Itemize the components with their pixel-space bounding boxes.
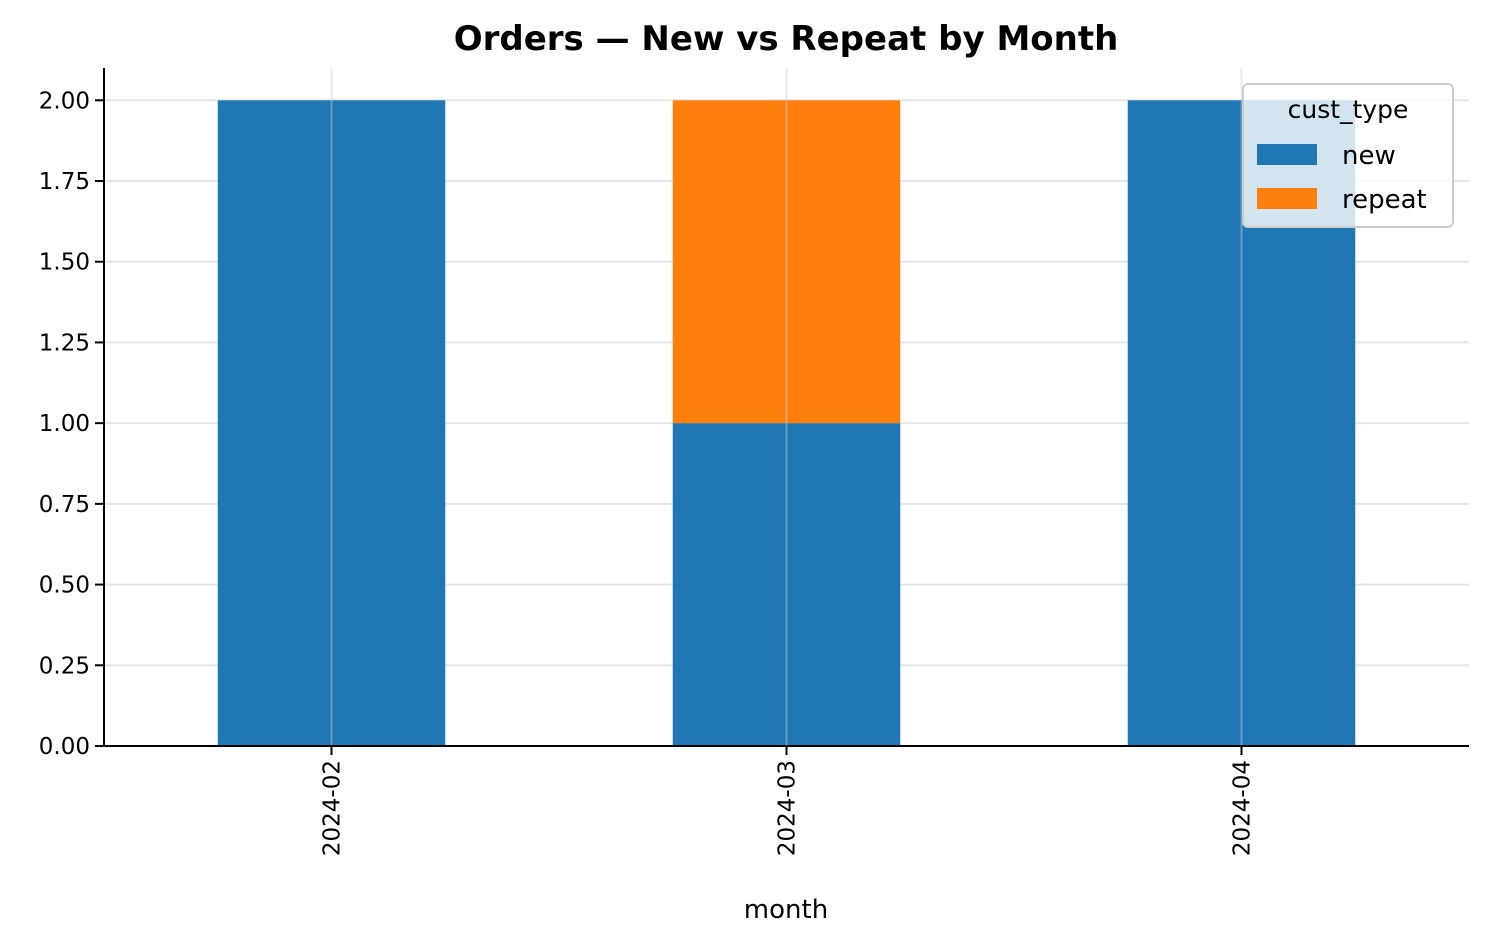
y-tick-label: 2.00 [39, 88, 90, 114]
y-tick-label: 0.75 [39, 492, 90, 518]
vertical-grid-lines [330, 68, 1243, 746]
x-tick-label: 2024-03 [775, 760, 801, 856]
bar-new-2024-02 [217, 100, 446, 747]
legend-label-repeat: repeat [1342, 185, 1427, 215]
legend-title: cust_type [1288, 95, 1409, 124]
x-tick-label: 2024-04 [1230, 760, 1256, 856]
y-tick-label: 1.25 [39, 330, 90, 356]
y-tick-label: 1.75 [39, 169, 90, 195]
bar-new-2024-03 [672, 423, 901, 746]
y-ticks: 0.00 0.25 0.50 0.75 1.00 1.25 1.50 1.75 2.00 [39, 88, 104, 760]
y-tick-label: 1.00 [39, 411, 90, 437]
bar-repeat-2024-03 [672, 100, 901, 424]
chart-title: Orders — New vs Repeat by Month [454, 19, 1119, 59]
x-axis-label: month [744, 895, 828, 925]
y-tick-label: 0.50 [39, 573, 90, 599]
x-tick-label: 2024-02 [320, 760, 346, 856]
legend-label-new: new [1342, 141, 1396, 171]
x-ticks: 2024-02 2024-03 2024-04 [320, 746, 1256, 856]
legend-swatch-new [1257, 144, 1317, 165]
y-tick-label: 0.00 [39, 734, 90, 760]
legend-items: new repeat [1257, 141, 1427, 215]
legend-swatch-repeat [1257, 188, 1317, 209]
legend: cust_type new repeat [1242, 83, 1454, 228]
y-tick-label: 1.50 [39, 250, 90, 276]
y-tick-label: 0.25 [39, 653, 90, 679]
